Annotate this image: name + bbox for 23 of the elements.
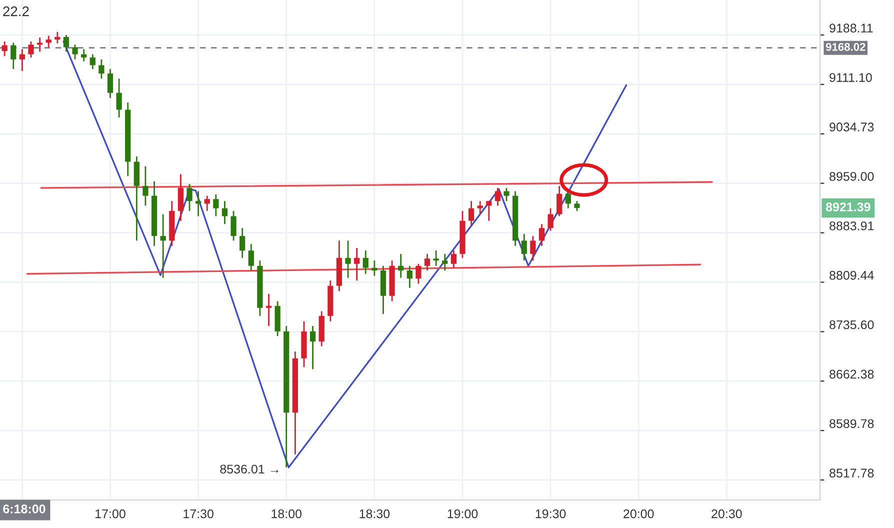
x-tick-label: 18:30 [360,509,390,518]
annotation: 22.2 [3,6,29,16]
y-tick-label: 8589.78 [830,419,874,428]
text: 8921.39 [826,202,870,212]
y-tick-label: 8959.00 [830,172,874,181]
y-tick-label: 9111.10 [830,73,872,82]
x-tick-label: 17:30 [184,509,214,518]
ref-line-label: 9168.02 [826,42,866,51]
y-tick-label: 8517.78 [830,468,874,478]
y-tick-label: 8883.91 [830,221,874,230]
x-tick-label: 18:00 [272,509,302,518]
x-tick-label: 19:00 [448,509,478,518]
y-tick-label: 9188.11 [830,24,873,33]
annotation: 8536.01 → [220,464,278,474]
y-tick-label: 8735.60 [830,320,874,330]
text: 6:18:00 [3,504,46,514]
x-tick-label: 20:00 [624,509,654,518]
y-tick-label: 8662.38 [830,370,874,379]
y-tick-label: 9034.73 [830,122,874,132]
x-tick-label: 19:30 [536,509,566,518]
x-tick-label: 20:30 [712,509,742,518]
x-tick-label: 17:00 [96,509,126,518]
y-tick-label: 8809.44 [830,270,874,280]
